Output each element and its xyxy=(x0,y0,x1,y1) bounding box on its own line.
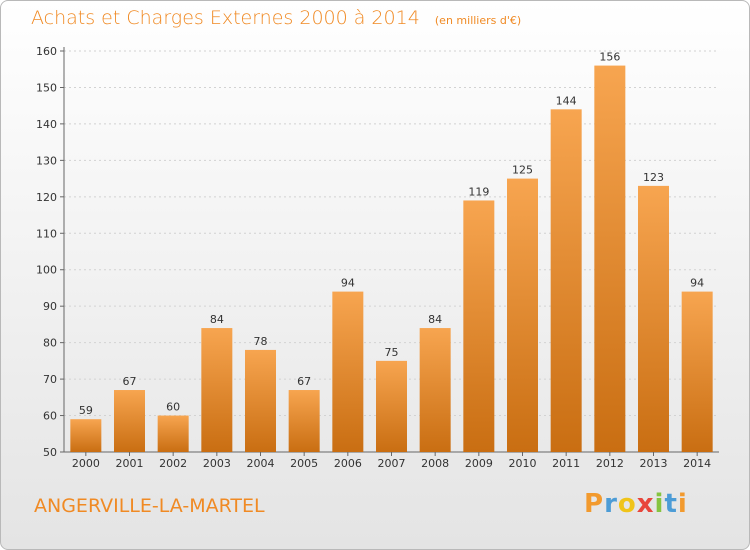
bar-value-label: 78 xyxy=(254,335,268,348)
y-tick-label: 160 xyxy=(36,45,57,58)
x-tick-label: 2009 xyxy=(465,457,493,470)
y-tick-label: 50 xyxy=(43,446,57,459)
bar-chart: 50 60 70 80 90 100 110 120 130 140 150 160 59 2000 67 2… xyxy=(36,45,719,470)
place-name: ANGERVILLE-LA-MARTEL xyxy=(34,495,265,517)
bar-value-label: 75 xyxy=(385,346,399,359)
chart-subtitle: (en milliers d'€) xyxy=(434,14,522,27)
bar-value-label: 125 xyxy=(512,164,533,177)
y-tick-label: 140 xyxy=(36,118,57,131)
x-tick-label: 2001 xyxy=(116,457,144,470)
y-tick-label: 90 xyxy=(43,300,57,313)
bar-value-label: 84 xyxy=(210,313,224,326)
bar xyxy=(157,415,189,452)
logo-letter: x xyxy=(636,489,655,519)
bar xyxy=(376,360,407,452)
bar-value-label: 60 xyxy=(166,401,180,414)
bar-value-label: 67 xyxy=(297,375,311,388)
x-tick-label: 2000 xyxy=(72,457,100,470)
logo-letter: r xyxy=(604,489,618,519)
x-tick-label: 2013 xyxy=(640,457,668,470)
x-tick-label: 2012 xyxy=(596,457,624,470)
bar-value-label: 156 xyxy=(599,51,620,64)
y-tick-label: 130 xyxy=(36,154,57,167)
y-tick-label: 110 xyxy=(36,227,57,240)
bar xyxy=(594,65,626,452)
bar-value-label: 59 xyxy=(79,404,93,417)
logo-letter: i xyxy=(654,489,665,519)
bar xyxy=(419,328,451,452)
y-tick-label: 70 xyxy=(43,373,57,386)
bar-value-label: 144 xyxy=(556,94,577,107)
x-tick-label: 2007 xyxy=(378,457,406,470)
bar xyxy=(332,291,364,452)
x-tick-label: 2014 xyxy=(683,457,711,470)
y-tick-label: 100 xyxy=(36,264,57,277)
y-tick-label: 60 xyxy=(43,410,57,423)
bar xyxy=(638,185,669,452)
x-tick-label: 2005 xyxy=(290,457,318,470)
bar xyxy=(507,178,538,452)
bar xyxy=(114,390,145,452)
proxiti-logo: Proxiti xyxy=(584,489,688,519)
logo-letter: i xyxy=(677,489,688,519)
x-tick-label: 2004 xyxy=(247,457,275,470)
bar-value-label: 119 xyxy=(468,185,489,198)
bar xyxy=(463,200,495,452)
bar xyxy=(288,390,320,452)
y-tick-label: 120 xyxy=(36,191,57,204)
bar xyxy=(245,349,276,452)
bar-value-label: 123 xyxy=(643,171,664,184)
x-tick-label: 2006 xyxy=(334,457,362,470)
logo-letter: o xyxy=(617,489,637,519)
bar xyxy=(550,109,582,452)
x-tick-label: 2003 xyxy=(203,457,231,470)
bar xyxy=(681,291,713,452)
bar xyxy=(201,328,233,452)
x-tick-label: 2008 xyxy=(421,457,449,470)
bar-value-label: 94 xyxy=(341,277,355,290)
title-row: Achats et Charges Externes 2000 à 2014 (… xyxy=(31,7,521,29)
logo-letter: P xyxy=(584,489,605,519)
chart-title: Achats et Charges Externes 2000 à 2014 xyxy=(31,7,420,29)
bar-value-label: 84 xyxy=(428,313,442,326)
y-tick-label: 150 xyxy=(36,81,57,94)
y-tick-label: 80 xyxy=(43,337,57,350)
x-tick-label: 2010 xyxy=(509,457,537,470)
x-tick-label: 2011 xyxy=(552,457,580,470)
bar-value-label: 94 xyxy=(690,277,704,290)
bar-value-label: 67 xyxy=(123,375,137,388)
logo-letter: t xyxy=(664,489,678,519)
x-tick-label: 2002 xyxy=(159,457,187,470)
bar xyxy=(70,419,102,452)
